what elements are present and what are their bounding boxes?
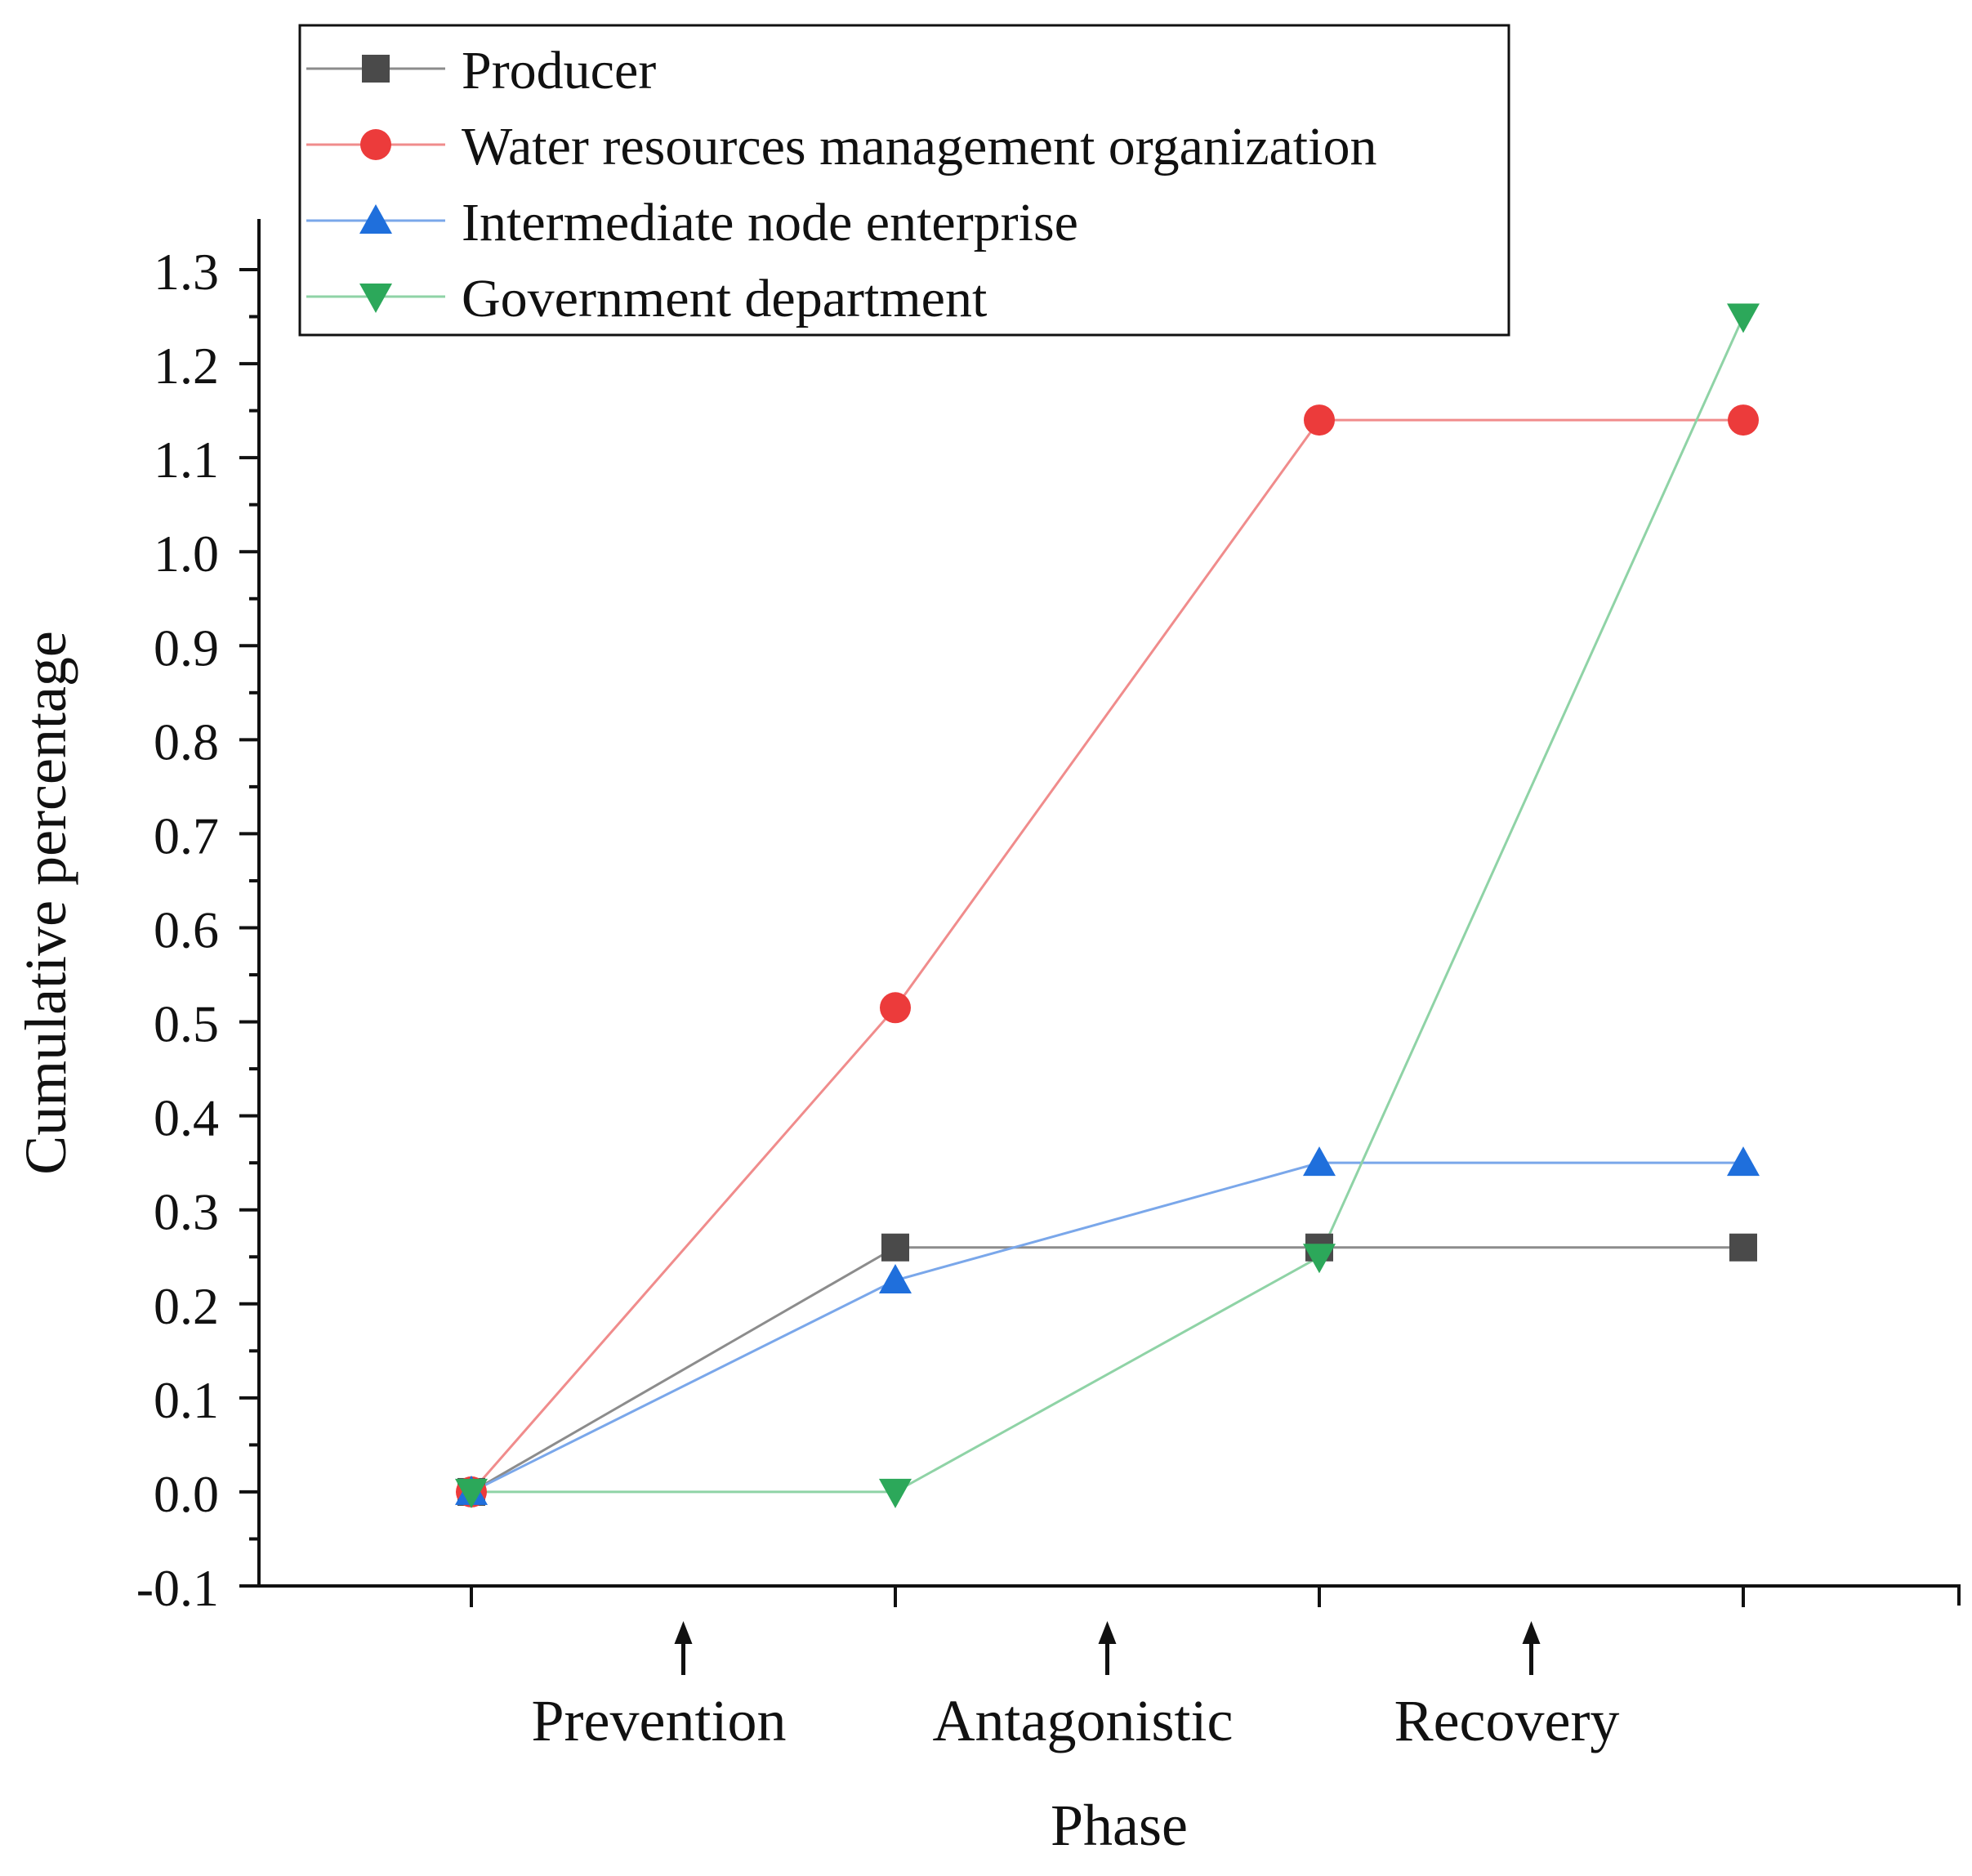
phase-arrow-head — [1522, 1621, 1541, 1644]
y-tick-label: 1.0 — [154, 525, 219, 583]
phase-label: Recovery — [1394, 1688, 1620, 1753]
data-point — [880, 992, 911, 1024]
phase-label: Antagonistic — [933, 1688, 1234, 1753]
y-tick-label: 0.7 — [154, 806, 219, 864]
series-1 — [470, 418, 1743, 1493]
legend-label: Intermediate node enterprise — [462, 193, 1078, 252]
legend-marker — [359, 284, 392, 313]
data-point — [879, 1264, 912, 1294]
y-tick-label: 0.2 — [154, 1277, 219, 1335]
y-tick-label: 0.3 — [154, 1183, 219, 1241]
series-line — [471, 1246, 1743, 1494]
y-tick-label: 1.2 — [154, 337, 219, 395]
data-point — [1729, 1233, 1757, 1262]
y-tick-label: 1.1 — [154, 431, 219, 489]
legend-label: Producer — [462, 41, 656, 100]
x-axis-ticks — [470, 1588, 1745, 1607]
data-point — [1304, 404, 1335, 436]
y-axis-title: Cumulative percentage — [13, 631, 78, 1175]
data-point — [881, 1233, 909, 1262]
series-line — [471, 1161, 1743, 1494]
legend-item: Water resources management organization — [306, 117, 1377, 176]
legend-box — [298, 24, 1510, 337]
series-markers-3 — [455, 303, 1760, 1508]
y-axis-ticks: -0.1 0.0 0.1 0.2 0.3 0.4 0.5 0.6 0.7 0.8 0.9 1.0 1.1… — [136, 243, 259, 1617]
series-0 — [471, 1246, 1743, 1494]
x-axis-title: Phase — [1051, 1793, 1188, 1858]
y-tick-label: 0.1 — [154, 1371, 219, 1429]
legend: Producer Water resources management organ… — [298, 24, 1510, 337]
phase-labels: Prevention Antagonistic Recovery — [532, 1621, 1620, 1753]
y-tick-label: -0.1 — [136, 1559, 219, 1617]
y-tick-label: 0.5 — [154, 995, 219, 1053]
y-tick-label: 0.0 — [154, 1465, 219, 1523]
legend-item: Intermediate node enterprise — [306, 193, 1078, 252]
legend-marker — [360, 129, 391, 160]
series-line — [470, 418, 1743, 1493]
y-tick-label: 0.4 — [154, 1089, 219, 1147]
series-markers-2 — [455, 1146, 1760, 1505]
legend-item: Government department — [306, 269, 987, 328]
data-point — [1727, 1146, 1760, 1177]
legend-items: Producer Water resources management organ… — [306, 41, 1377, 328]
phase-arrow-head — [1098, 1621, 1117, 1644]
data-point — [455, 1478, 488, 1508]
y-tick-label: 0.6 — [154, 901, 219, 959]
data-point — [1727, 303, 1760, 333]
series-2 — [471, 1161, 1743, 1494]
legend-label: Government department — [462, 269, 987, 328]
phase-arrow-head — [674, 1621, 693, 1644]
legend-marker — [359, 204, 392, 234]
series-group — [455, 303, 1760, 1508]
data-point — [1303, 1146, 1336, 1177]
y-tick-label: 0.8 — [154, 712, 219, 770]
data-point — [1728, 404, 1759, 436]
y-tick-label: 0.9 — [154, 619, 219, 677]
series-3 — [471, 315, 1745, 1494]
data-point — [879, 1478, 912, 1508]
legend-item: Producer — [306, 41, 656, 100]
series-line — [471, 315, 1745, 1494]
y-tick-label: 1.3 — [154, 243, 219, 301]
legend-label: Water resources management organization — [462, 117, 1377, 176]
phase-label: Prevention — [532, 1688, 787, 1753]
axes — [257, 219, 1961, 1606]
data-point — [1303, 1244, 1336, 1274]
legend-marker — [362, 55, 390, 83]
